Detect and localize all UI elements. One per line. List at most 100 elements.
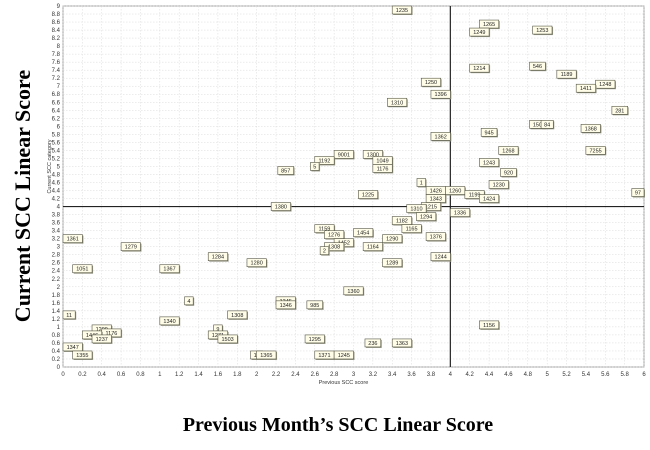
- y-tick-label: 6: [57, 124, 61, 130]
- y-tick-label: 0.2: [52, 357, 61, 363]
- y-tick-label: 5.8: [52, 132, 61, 138]
- data-point: 1346: [275, 300, 297, 310]
- x-tick-label: 0.4: [98, 372, 107, 378]
- data-point: 1308: [227, 310, 248, 320]
- point-label-text: 1411: [580, 86, 592, 92]
- y-tick-labels: 0 0.2 0.4 0.6 0.8 1 1.2 1.4 1.6 1.8 2 2.2 2.4 2.6 2.8 3…: [52, 4, 61, 371]
- data-point: 11: [62, 310, 77, 320]
- point-label-text: 1308: [231, 313, 243, 319]
- x-tick-label: 1.2: [175, 372, 184, 378]
- point-label-box: [469, 27, 490, 37]
- y-tick-label: 7.4: [52, 68, 61, 74]
- point-label-text: 1165: [406, 227, 418, 233]
- x-tick-label: 5.8: [620, 372, 629, 378]
- point-label-text: 1260: [449, 189, 461, 195]
- x-tick-label: 0.2: [78, 372, 87, 378]
- x-tick-label: 1.6: [214, 372, 223, 378]
- point-label-text: 5: [313, 164, 316, 170]
- point-label-box: [333, 350, 354, 360]
- point-label-box: [480, 128, 498, 137]
- point-label-box: [184, 296, 194, 306]
- data-point: 1454: [353, 228, 374, 238]
- point-label-box: [532, 25, 553, 35]
- point-label-text: 1249: [473, 30, 485, 36]
- point-label-box: [270, 202, 291, 211]
- data-point: 97: [631, 188, 645, 198]
- point-label-box: [362, 242, 383, 251]
- point-label-text: 281: [615, 108, 624, 114]
- x-tick-label: 5.6: [601, 372, 610, 378]
- point-label-box: [479, 194, 500, 203]
- point-label-box: [420, 77, 441, 87]
- y-tick-label: 6.6: [52, 100, 61, 106]
- point-label-text: 1371: [318, 353, 330, 359]
- y-tick-label: 4.2: [52, 197, 61, 203]
- data-point: 1250: [420, 77, 442, 88]
- x-tick-label: 6: [642, 372, 646, 378]
- point-label-box: [91, 334, 112, 344]
- point-label-text: 1380: [275, 205, 287, 211]
- data-point: 1243: [479, 158, 500, 168]
- point-label-text: 1454: [357, 231, 369, 237]
- point-label-text: 1250: [425, 80, 437, 86]
- data-point: 1295: [304, 334, 326, 344]
- data-point: 1268: [498, 146, 520, 156]
- point-label-box: [488, 180, 509, 189]
- point-label-box: [401, 224, 422, 233]
- data-point: 1176: [372, 164, 394, 174]
- point-label-box: [575, 83, 596, 93]
- y-tick-label: 1.4: [52, 309, 61, 315]
- data-point: 1294: [416, 212, 437, 222]
- y-tick-label: 3.2: [52, 237, 61, 243]
- point-label-box: [430, 252, 451, 261]
- y-tick-label: 2.8: [52, 253, 61, 259]
- x-tick-label: 2.6: [311, 372, 320, 378]
- data-point: 1244: [430, 252, 452, 262]
- x-tick-label: 4: [449, 372, 453, 378]
- y-tick-label: 2: [57, 285, 61, 291]
- point-label-box: [529, 61, 546, 71]
- x-tick-label: 4.6: [504, 372, 513, 378]
- y-tick-label: 8.8: [52, 12, 61, 18]
- data-point: 1165: [401, 224, 423, 234]
- y-tick-label: 1.2: [52, 317, 61, 323]
- y-tick-label: 3.6: [52, 221, 61, 227]
- y-tick-label: 2.4: [52, 269, 61, 275]
- point-label-text: 150: [533, 122, 542, 128]
- y-tick-label: 5.2: [52, 156, 61, 162]
- point-label-text: 1362: [435, 134, 447, 140]
- data-point: 1365: [256, 350, 278, 360]
- point-label-box: [310, 162, 320, 171]
- point-label-text: 1176: [377, 166, 389, 172]
- point-label-text: 1214: [473, 66, 485, 72]
- y-tick-label: 0: [57, 365, 61, 371]
- point-label-text: 1310: [391, 100, 403, 106]
- point-label-text: 1279: [125, 245, 137, 251]
- y-tick-label: 0.6: [52, 341, 61, 347]
- point-label-text: 1300: [367, 152, 379, 158]
- point-label-box: [479, 320, 500, 330]
- x-tick-label: 0.8: [136, 372, 145, 378]
- y-tick-label: 8: [57, 44, 61, 50]
- data-point: 1362: [430, 132, 452, 142]
- point-label-box: [304, 334, 325, 344]
- data-point: 1051: [72, 264, 94, 274]
- point-label-text: 1176: [106, 331, 118, 337]
- y-tick-label: 6.4: [52, 108, 61, 114]
- x-tick-label: 1: [158, 372, 162, 378]
- y-tick-label: 6.8: [52, 92, 61, 98]
- point-label-text: 1308: [328, 245, 340, 251]
- x-tick-label: 2.2: [272, 372, 281, 378]
- point-label-text: 1503: [221, 337, 233, 343]
- point-label-text: 1396: [435, 92, 447, 98]
- point-label-box: [319, 246, 330, 255]
- point-label-text: 1182: [396, 219, 408, 225]
- point-label-box: [372, 164, 393, 173]
- point-label-box: [217, 334, 238, 344]
- point-label-box: [585, 146, 606, 155]
- point-label-text: 1189: [561, 72, 573, 78]
- point-label-text: 1248: [599, 82, 611, 88]
- y-tick-label: 7: [57, 84, 61, 90]
- x-tick-label: 5.4: [582, 372, 591, 378]
- data-point: 1367: [159, 264, 181, 274]
